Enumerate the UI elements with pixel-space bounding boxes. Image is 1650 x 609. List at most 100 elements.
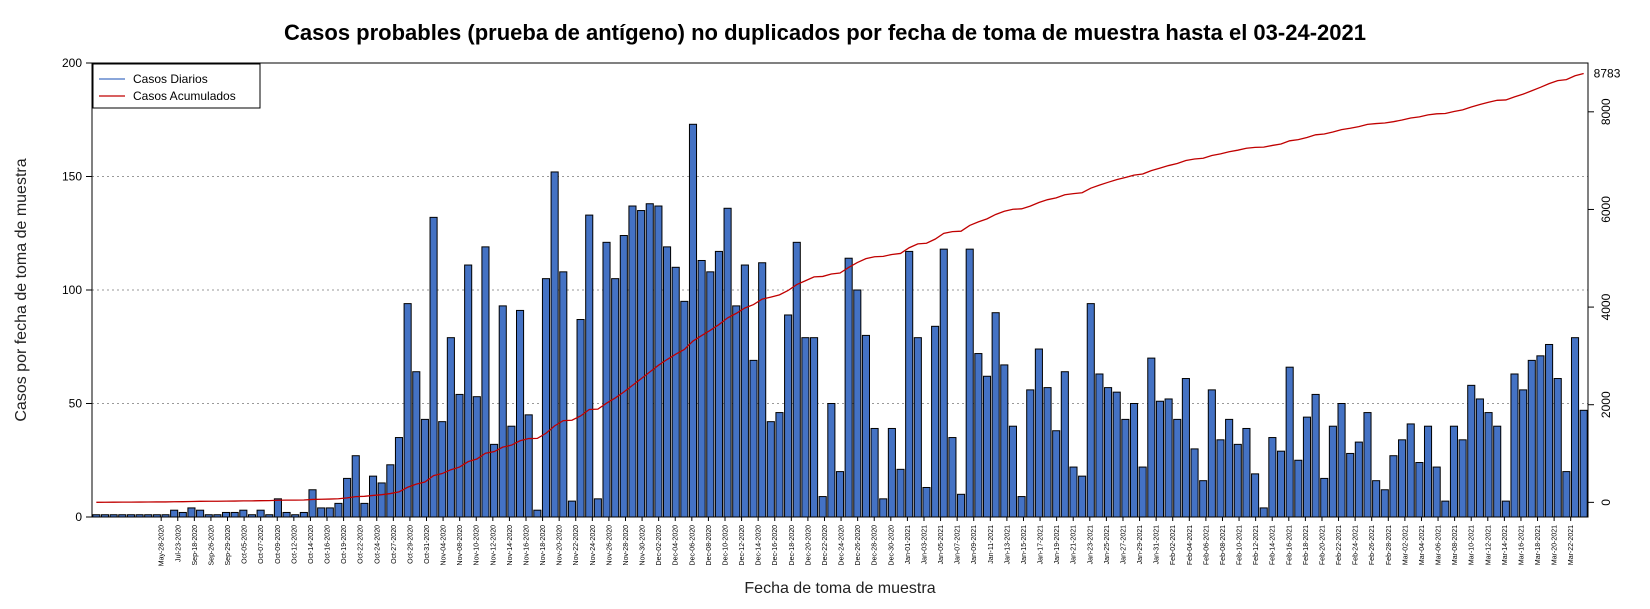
x-tick-label: Mar-16-2021 [1518, 525, 1525, 565]
bar [1000, 364, 1009, 518]
x-tick-label: Feb-02-2021 [1170, 525, 1177, 565]
chart-title: Casos probables (prueba de antígeno) no … [284, 20, 1366, 45]
x-tick-label: Feb-16-2021 [1286, 525, 1293, 565]
bar [784, 314, 793, 518]
x-tick-label: Nov-10-2020 [474, 525, 481, 566]
x-tick-label: Nov-22-2020 [573, 525, 580, 566]
x-tick-label: Mar-06-2021 [1436, 525, 1443, 565]
y-tick-label: 150 [62, 170, 82, 184]
bar [1320, 477, 1329, 518]
bar [576, 319, 585, 518]
bar [1017, 496, 1026, 518]
x-tick-label: Oct-07-2020 [258, 525, 265, 564]
x-tick-label: Dec-28-2020 [872, 525, 879, 566]
bar [412, 371, 421, 518]
bar [1415, 462, 1424, 518]
bar [1441, 500, 1450, 518]
legend-box [92, 63, 261, 109]
bar [1233, 443, 1242, 518]
x-tick-label: Mar-12-2021 [1485, 525, 1492, 565]
bar [541, 278, 551, 518]
y2-tick-label: 4000 [1599, 293, 1613, 320]
x-tick-label: Jan-07-2021 [955, 525, 962, 564]
bar [810, 337, 819, 518]
x-tick-label: Dec-02-2020 [656, 525, 663, 566]
y2-tick-label: 0 [1599, 499, 1613, 506]
x-tick-label: Nov-12-2020 [490, 525, 497, 566]
x-tick-label: Mar-02-2021 [1402, 525, 1409, 565]
bar [1095, 373, 1104, 518]
bar [827, 403, 836, 518]
bar [438, 421, 447, 518]
bar [1423, 425, 1433, 518]
x-tick-label: Dec-18-2020 [789, 525, 796, 566]
bar [1449, 425, 1459, 518]
x-tick-label: Oct-31-2020 [424, 525, 431, 564]
bar [835, 471, 845, 518]
x-tick-label: Jan-01-2021 [905, 525, 912, 564]
bar [1181, 378, 1190, 518]
x-tick-label: Dec-14-2020 [756, 525, 763, 566]
bar [1138, 466, 1147, 518]
bar [1484, 412, 1493, 518]
bar [974, 353, 983, 518]
bar-series [92, 123, 1588, 518]
x-tick-label: Feb-04-2021 [1187, 525, 1194, 565]
bar [490, 443, 499, 518]
bar [870, 427, 879, 518]
x-tick-label: Nov-30-2020 [640, 525, 647, 566]
x-tick-label: Oct-29-2020 [407, 525, 414, 564]
bar [1259, 507, 1268, 518]
bar [1069, 466, 1078, 518]
bar [1372, 480, 1381, 518]
bar [1216, 439, 1225, 518]
bar [1380, 489, 1389, 518]
bar [1112, 391, 1121, 518]
bar [801, 337, 810, 518]
bar [723, 207, 732, 518]
x-tick-label: Feb-12-2021 [1253, 525, 1260, 565]
x-tick-label: Feb-08-2021 [1220, 525, 1227, 565]
x-tick-label: Dec-08-2020 [706, 525, 713, 566]
bar [628, 205, 637, 518]
x-tick-label: Mar-10-2021 [1469, 525, 1476, 565]
bar [680, 300, 689, 518]
bar [905, 250, 914, 518]
x-tick-label: Oct-12-2020 [291, 525, 298, 564]
x-tick-label: Dec-12-2020 [739, 525, 746, 566]
bar [671, 266, 680, 518]
bar [516, 309, 525, 518]
cumulative-end-label: 8783 [1594, 66, 1621, 80]
x-tick-label: Nov-08-2020 [457, 525, 464, 566]
bar [1034, 348, 1043, 518]
y-axis-left: 0 50 100 150 200 [62, 56, 92, 524]
bar [853, 289, 862, 518]
y-tick-label: 200 [62, 56, 82, 70]
bar [256, 509, 265, 518]
bar [455, 393, 464, 518]
x-tick-label: Feb-14-2021 [1270, 525, 1277, 565]
x-tick-label: Mar-20-2021 [1552, 525, 1559, 565]
x-tick-label: Feb-20-2021 [1319, 525, 1326, 565]
bar [170, 509, 179, 518]
x-tick-label: Nov-28-2020 [623, 525, 630, 566]
bar [1147, 357, 1156, 518]
bar [714, 250, 723, 518]
bar [317, 507, 326, 518]
bar [1519, 389, 1528, 518]
bar [221, 511, 231, 518]
bar [1328, 425, 1337, 518]
x-tick-label: Dec-10-2020 [722, 525, 729, 566]
bar [1173, 418, 1182, 518]
bar [1346, 452, 1355, 518]
legend-label-cumulative: Casos Acumulados [133, 89, 236, 103]
x-tick-label: Feb-18-2021 [1303, 525, 1310, 565]
bar [1026, 389, 1035, 518]
bar [957, 493, 966, 518]
x-tick-label: Dec-24-2020 [839, 525, 846, 566]
x-tick-label: Jan-11-2021 [988, 525, 995, 564]
bar [982, 375, 992, 518]
bar [1294, 459, 1303, 518]
bar [498, 305, 507, 518]
